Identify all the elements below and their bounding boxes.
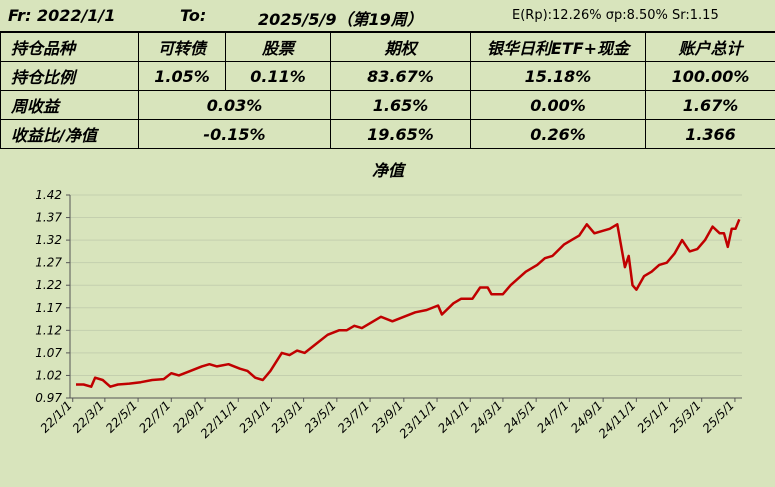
x-tick-label: 23/5/1 [302,398,339,435]
cell: 银华日利ETF+现金 [470,32,646,62]
y-tick-label: 0.97 [35,391,62,405]
y-tick-label: 1.42 [35,188,62,202]
cell: 19.65% [330,119,471,149]
x-tick-label: 24/11/1 [596,398,639,441]
cell: 15.18% [470,61,646,91]
summary-table: 持仓品种 可转债 股票 期权 银华日利ETF+现金 账户总计 持仓比例 1.05… [0,32,775,149]
cell: 1.05% [138,61,226,91]
y-tick-label: 1.22 [35,278,62,292]
line [76,218,741,388]
x-tick-label: 23/11/1 [397,398,440,441]
to-label: To: [180,6,207,25]
from-date: Fr: 2022/1/1 [8,6,116,25]
row: 持仓比例 1.05% 0.11% 83.67% 15.18% 100.00% [0,61,775,91]
chart-title: 净值 [372,161,407,180]
cell: 0.00% [470,90,646,120]
to-date: 2025/5/9（第19周） [258,10,423,29]
y-tick-label: 1.07 [35,346,62,360]
x-tick-label: 22/7/1 [136,398,173,435]
cell: 83.67% [330,61,471,91]
x-tick-label: 24/5/1 [501,398,538,435]
x-tick-label: 25/1/1 [634,398,671,435]
cell: 收益比/净值 [0,119,139,149]
cell: -0.15% [138,119,331,149]
cell: 持仓比例 [0,61,139,91]
cell: 0.03% [138,90,331,120]
y-tick-label: 1.27 [35,256,62,270]
y-tick-label: 1.17 [35,301,62,315]
x-tick-label: 25/5/1 [700,398,737,435]
cell: 0.11% [225,61,331,91]
x-tick-label: 22/5/1 [103,398,140,435]
cell: 股票 [225,32,331,62]
x-tick-label: 24/7/1 [534,398,571,435]
chart: 净值 0.97 1.02 1.07 1.12 1.17 1.22 1.27 1.32 1.37 1… [35,161,742,441]
header: Fr: 2022/1/1 To: 2025/5/9（第19周） E(Rp):12… [0,0,775,32]
cell: 周收益 [0,90,139,120]
x-tick-label: 23/3/1 [269,398,306,435]
cell: 可转债 [138,32,226,62]
y-tick-label: 1.02 [35,368,62,382]
x-tick-label: 24/3/1 [468,398,505,435]
cell: 1.366 [645,119,775,149]
row: 收益比/净值 -0.15% 19.65% 0.26% 1.366 [0,119,775,149]
x-tick-label: 22/3/1 [70,398,107,435]
cell: 0.26% [470,119,646,149]
x-tick-label: 24/1/1 [435,398,472,435]
cell: 1.65% [330,90,471,120]
stats: E(Rp):12.26% σp:8.50% Sr:1.15 [512,8,719,23]
cell: 持仓品种 [0,32,139,62]
y-tick-label: 1.12 [35,323,62,337]
x-tick-label: 23/1/1 [236,398,273,435]
cell: 1.67% [645,90,775,120]
y-tick-label: 1.32 [35,233,62,247]
cell: 100.00% [645,61,775,91]
x-tick-label: 23/7/1 [335,398,372,435]
x-tick-label: 25/3/1 [667,398,704,435]
row: 持仓品种 可转债 股票 期权 银华日利ETF+现金 账户总计 [0,32,775,62]
cell: 账户总计 [645,32,775,62]
x-tick-label: 22/11/1 [198,398,241,441]
y-tick-label: 1.37 [35,211,62,225]
cell: 期权 [330,32,471,62]
row: 周收益 0.03% 1.65% 0.00% 1.67% [0,90,775,120]
